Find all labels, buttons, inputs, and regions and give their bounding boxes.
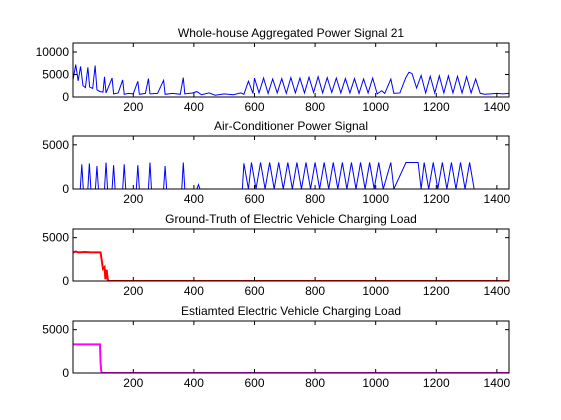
subplot-title: Air-Conditioner Power Signal (214, 119, 368, 133)
x-tick-label: 800 (305, 100, 325, 114)
subplot-3: Ground-Truth of Electric Vehicle Chargin… (42, 212, 510, 298)
x-tick-label: 200 (123, 100, 143, 114)
x-tick-label: 1200 (423, 100, 450, 114)
y-tick-label: 0 (62, 182, 69, 196)
x-tick-label: 800 (305, 192, 325, 206)
series-line (73, 250, 509, 281)
x-tick-label: 1200 (423, 192, 450, 206)
x-tick-label: 1000 (362, 376, 389, 390)
x-tick-label: 1400 (484, 100, 511, 114)
y-tick-label: 5000 (42, 231, 69, 245)
x-tick-label: 1000 (362, 284, 389, 298)
y-tick-label: 10000 (36, 45, 70, 59)
x-tick-label: 800 (305, 376, 325, 390)
y-tick-label: 5000 (42, 138, 69, 152)
x-tick-label: 1400 (484, 284, 511, 298)
x-tick-label: 200 (123, 192, 143, 206)
x-tick-label: 200 (123, 376, 143, 390)
subplot-title: Whole-house Aggregated Power Signal 21 (178, 26, 404, 40)
subplot-title: Estiamted Electric Vehicle Charging Load (181, 304, 401, 318)
x-tick-label: 1000 (362, 192, 389, 206)
x-tick-label: 400 (184, 284, 204, 298)
x-tick-label: 400 (184, 192, 204, 206)
series-line (73, 64, 509, 96)
series-line (73, 343, 509, 373)
subplot-4: Estiamted Electric Vehicle Charging Load… (42, 304, 510, 390)
axes-box (72, 42, 510, 98)
subplot-title: Ground-Truth of Electric Vehicle Chargin… (165, 212, 417, 226)
x-tick-label: 1200 (423, 376, 450, 390)
x-tick-label: 600 (244, 100, 264, 114)
subplot-2: Air-Conditioner Power Signal 200 400 600 800… (42, 119, 510, 206)
x-tick-label: 800 (305, 284, 325, 298)
x-tick-label: 600 (244, 284, 264, 298)
y-tick-label: 0 (62, 90, 69, 104)
series-line (73, 162, 509, 189)
subplot-1: Whole-house Aggregated Power Signal 21 20… (36, 26, 511, 114)
x-tick-label: 400 (184, 100, 204, 114)
x-tick-label: 1000 (362, 100, 389, 114)
x-tick-label: 600 (244, 376, 264, 390)
x-tick-label: 1400 (484, 192, 511, 206)
x-tick-label: 1400 (484, 376, 511, 390)
axes-box (72, 320, 510, 374)
y-tick-label: 5000 (42, 68, 69, 82)
axes-box (72, 135, 510, 190)
y-tick-label: 5000 (42, 323, 69, 337)
x-tick-label: 400 (184, 376, 204, 390)
x-tick-label: 1200 (423, 284, 450, 298)
x-tick-label: 600 (244, 192, 264, 206)
y-tick-label: 0 (62, 366, 69, 380)
axes-box (72, 228, 510, 282)
y-tick-label: 0 (62, 274, 69, 288)
x-tick-label: 200 (123, 284, 143, 298)
